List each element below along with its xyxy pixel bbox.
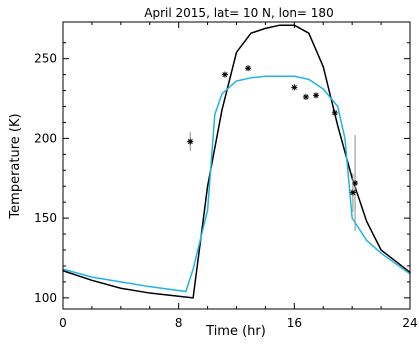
y-tick-label: 100 [34, 291, 57, 305]
x-tick-label: 0 [59, 316, 67, 330]
star-stroke-d2 [291, 84, 297, 90]
markers-layer [187, 65, 359, 231]
blue-curve [62, 75, 411, 293]
chart-title: April 2015, lat= 10 N, lon= 180 [144, 6, 333, 20]
observation-star [331, 109, 338, 116]
observation-star [349, 189, 356, 196]
plot-frame [62, 21, 411, 310]
star-stroke-d2 [187, 139, 193, 145]
observation-star [187, 138, 194, 145]
y-axis-label: Temperature (K) [8, 113, 23, 219]
observation-star [291, 84, 298, 91]
axis-layer: 0 8 16 24 100 150 200 250 [34, 21, 418, 330]
star-stroke-d2 [352, 180, 358, 186]
star-stroke-d2 [332, 110, 338, 116]
star-stroke-d2 [222, 72, 228, 78]
series-layer [62, 24, 411, 299]
star-stroke-d2 [303, 94, 309, 100]
star-stroke-d2 [350, 190, 356, 196]
x-tick-label: 24 [402, 316, 417, 330]
observation-star [302, 93, 309, 100]
black-curve [62, 24, 411, 299]
star-stroke-d2 [313, 92, 319, 98]
star-stroke-d2 [245, 65, 251, 71]
y-tick-label: 200 [34, 131, 57, 145]
y-tick-label: 250 [34, 52, 57, 66]
x-tick-label: 16 [287, 316, 302, 330]
observation-star [313, 92, 320, 99]
observation-star [221, 71, 228, 78]
y-tick-label: 150 [34, 211, 57, 225]
observation-star [245, 65, 252, 72]
x-axis-label: Time (hr) [205, 324, 266, 339]
x-tick-label: 8 [175, 316, 183, 330]
